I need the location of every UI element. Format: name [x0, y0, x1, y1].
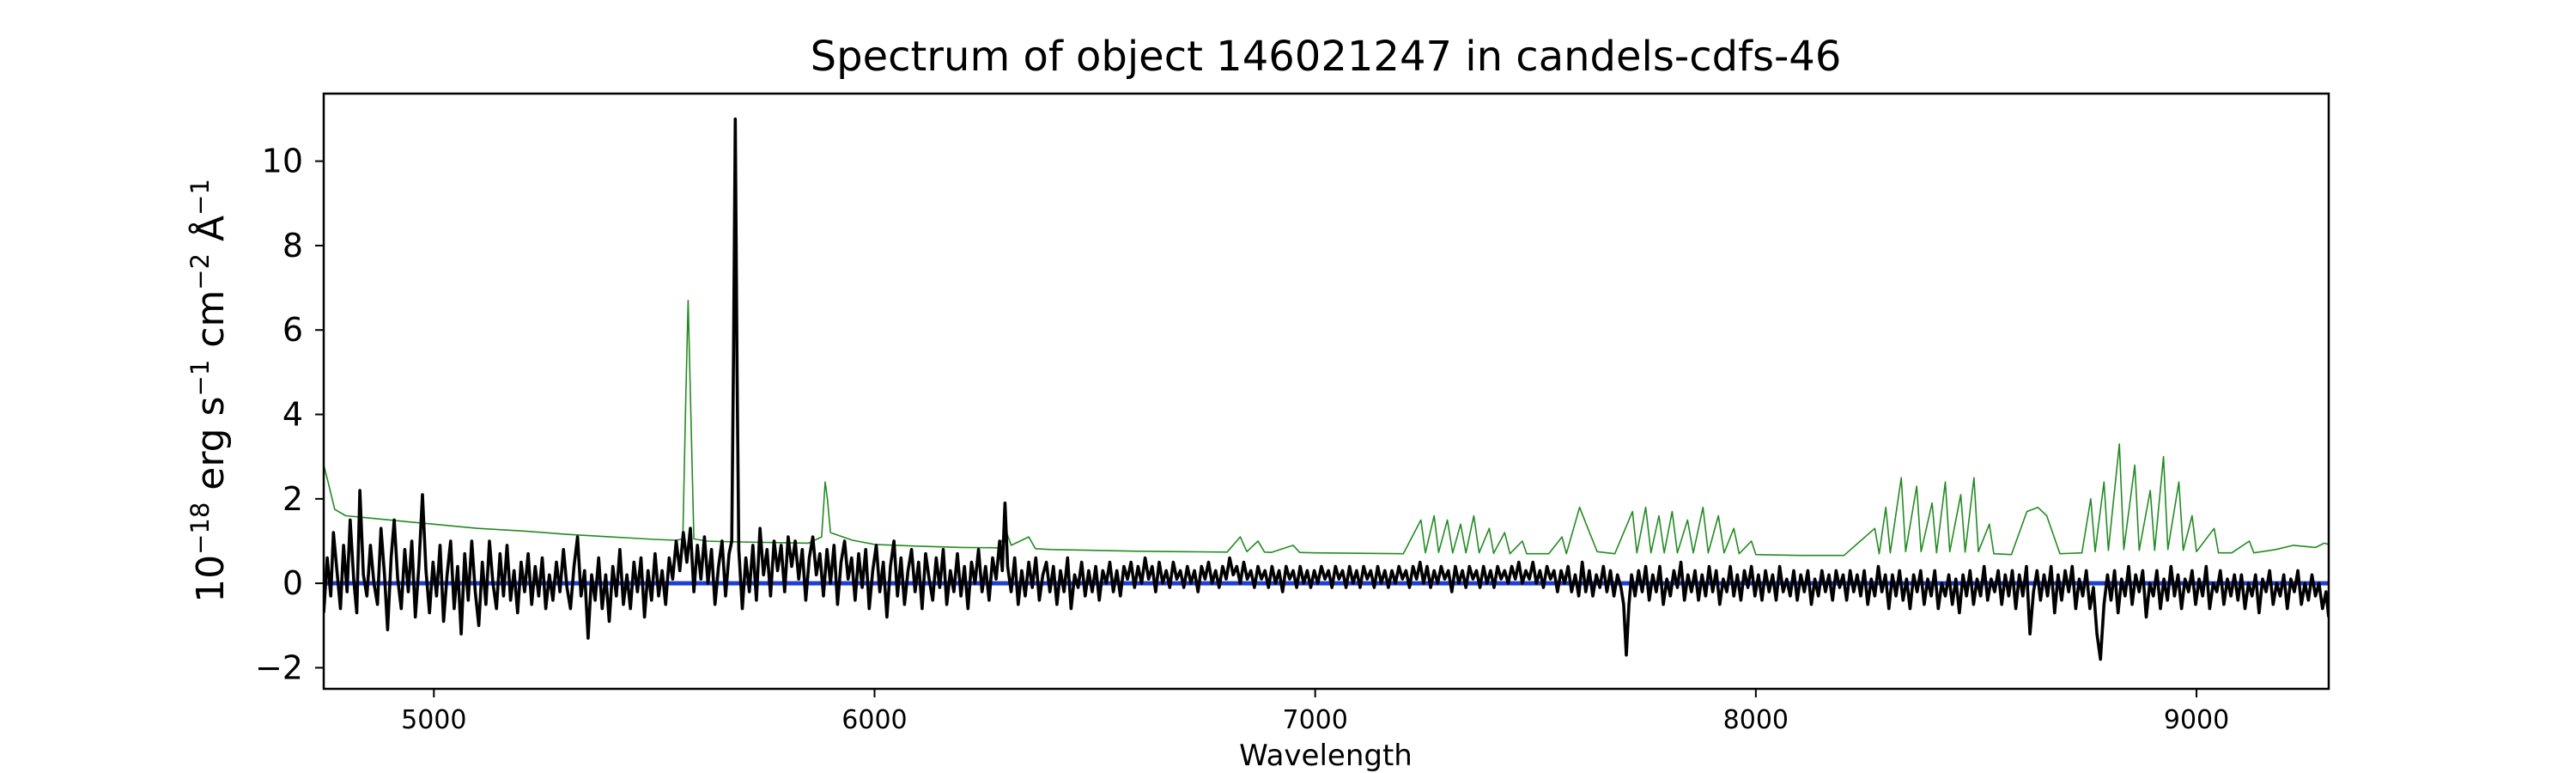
y-tick-label: 0 [283, 564, 303, 602]
x-tick-label: 7000 [1282, 705, 1347, 735]
series-error-line [324, 301, 2329, 556]
chart-title: Spectrum of object 146021247 in candels-… [811, 33, 1842, 81]
y-tick-label: 2 [283, 480, 303, 518]
y-tick-label: 6 [283, 311, 303, 349]
series-layer [324, 119, 2329, 660]
x-tick-label: 9000 [2164, 705, 2229, 735]
x-axis: 5000 6000 7000 8000 9000 [401, 689, 2229, 735]
x-axis-label: Wavelength [1239, 739, 1413, 773]
y-tick-label: 10 [262, 143, 303, 180]
y-tick-label: 8 [283, 227, 303, 265]
x-tick-label: 6000 [841, 705, 907, 735]
series-flux-line [324, 119, 2329, 660]
y-axis-label: 10−18 erg s−1 cm−2 Å−1 [185, 179, 233, 603]
y-axis: −2 0 2 4 6 8 10 [255, 143, 324, 687]
y-tick-label: −2 [255, 648, 303, 686]
y-tick-label: 4 [283, 396, 303, 434]
x-tick-label: 5000 [401, 705, 466, 735]
x-tick-label: 8000 [1723, 705, 1789, 735]
